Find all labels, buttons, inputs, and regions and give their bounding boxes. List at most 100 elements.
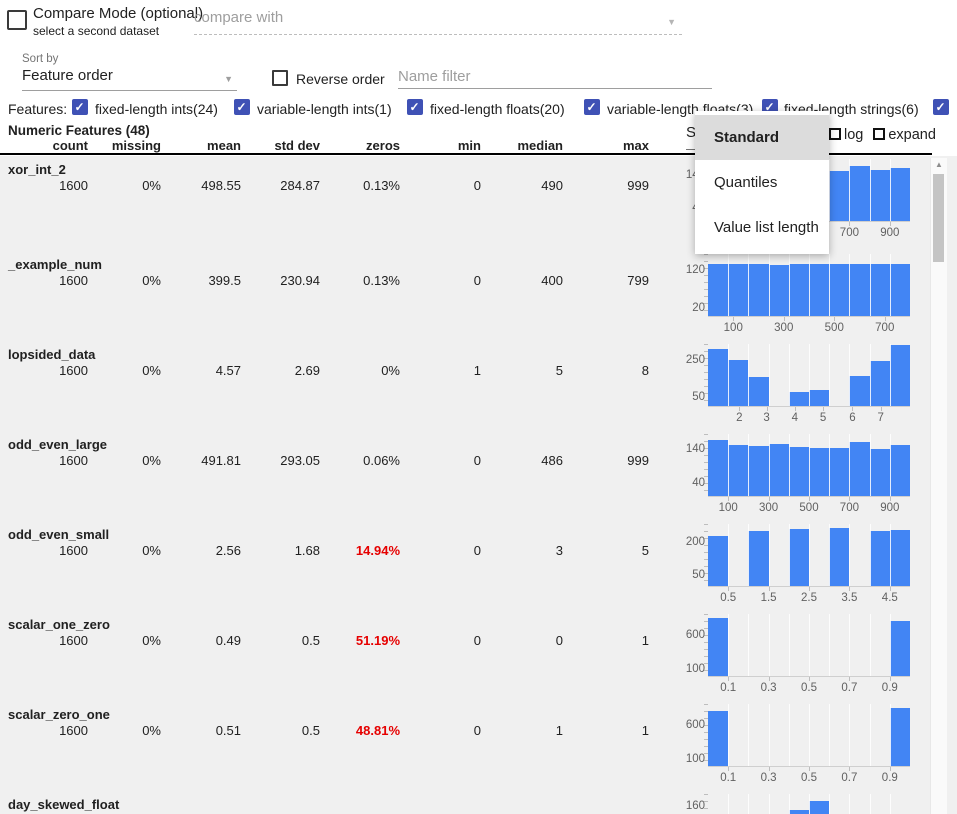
gridline xyxy=(788,794,790,814)
x-tick-label: 0.7 xyxy=(841,772,858,784)
x-tick-mark xyxy=(768,587,770,591)
histogram-bar xyxy=(869,360,890,406)
table-row: scalar_zero_one 1600 0% 0.51 0.5 48.81% 0 1 1 600… xyxy=(0,702,930,792)
menu-item[interactable]: Quantiles xyxy=(714,174,778,191)
feature-histogram: 600 100 0.1 0.3 0.5 0.7 0.9 xyxy=(686,703,928,793)
x-tick-mark xyxy=(783,317,785,321)
plot-area xyxy=(708,704,910,767)
histogram-bar xyxy=(889,529,910,586)
stat-min: 0 xyxy=(473,453,481,468)
gridline xyxy=(849,614,851,676)
x-tick-label: 3.5 xyxy=(841,592,858,604)
stat-missing: 0% xyxy=(142,273,161,288)
x-tick-mark xyxy=(852,407,854,411)
reverse-order-label: Reverse order xyxy=(296,71,385,87)
gridline xyxy=(829,614,831,676)
gridline xyxy=(768,704,770,766)
scrollbar-track[interactable]: ▲ xyxy=(930,158,947,814)
feature-name: lopsided_data xyxy=(8,347,96,362)
feature-type-checkbox[interactable] xyxy=(584,99,600,115)
y-tick-label: 160 xyxy=(685,800,705,813)
gridline xyxy=(788,434,790,496)
histogram-bar xyxy=(748,446,769,496)
x-tick-label: 0.5 xyxy=(801,682,817,694)
gridline xyxy=(849,524,851,586)
x-tick-mark xyxy=(889,677,891,681)
stat-zeros: 0.06% xyxy=(363,453,400,468)
scrollbar-thumb[interactable] xyxy=(933,174,944,262)
histogram-bar xyxy=(849,376,870,406)
x-tick-label: 0.9 xyxy=(881,772,898,784)
feature-type-checkbox[interactable] xyxy=(72,99,88,115)
compare-mode-checkbox[interactable] xyxy=(7,10,27,30)
column-header: max xyxy=(622,138,649,153)
stat-max: 799 xyxy=(627,273,649,288)
gridline xyxy=(849,434,851,496)
name-filter-input[interactable] xyxy=(398,64,712,89)
histogram-bar xyxy=(809,389,830,406)
expand-checkbox[interactable] xyxy=(873,128,886,140)
histogram-bar xyxy=(829,171,850,221)
x-tick-label: 2.5 xyxy=(801,592,817,604)
sort-order-select[interactable]: Feature order ▼ xyxy=(22,67,237,91)
compare-with-select[interactable]: compare with ▼ xyxy=(194,9,682,35)
x-tick-label: 100 xyxy=(718,502,738,514)
x-tick-mark xyxy=(809,587,810,591)
x-tick-mark xyxy=(884,317,886,321)
scroll-up-icon[interactable]: ▲ xyxy=(935,160,943,169)
stat-median: 486 xyxy=(541,453,563,468)
stat-std_dev: 284.87 xyxy=(280,178,320,193)
gridline xyxy=(849,159,851,221)
stats-row: 1600 0% 4.57 2.69 0% 1 5 8 xyxy=(0,363,649,378)
gridline xyxy=(889,434,891,496)
reverse-order-checkbox[interactable] xyxy=(272,70,288,86)
y-axis-ticks xyxy=(704,344,708,406)
histogram-bar xyxy=(829,264,850,316)
y-tick-label: 20 xyxy=(692,302,705,315)
gridline xyxy=(748,524,750,586)
stat-missing: 0% xyxy=(142,543,161,558)
stat-min: 0 xyxy=(473,633,481,648)
x-tick-mark xyxy=(766,407,768,411)
histogram-bar xyxy=(869,449,890,496)
x-tick-mark xyxy=(849,677,851,681)
log-checkbox[interactable] xyxy=(829,128,841,140)
stats-row: 1600 0% 2.56 1.68 14.94% 0 3 5 xyxy=(0,543,649,558)
gridline xyxy=(788,704,790,766)
column-headers: count missing mean std dev zeros min median max xyxy=(0,138,649,153)
menu-item[interactable]: Standard xyxy=(695,115,829,160)
stat-min: 0 xyxy=(473,723,481,738)
feature-name: scalar_zero_one xyxy=(8,707,110,722)
y-tick-label: 50 xyxy=(692,569,705,582)
stat-mean: 4.57 xyxy=(215,363,241,378)
x-tick-label: 100 xyxy=(723,322,743,334)
feature-type-label: variable-length ints(1) xyxy=(257,101,392,117)
column-header: missing xyxy=(111,138,161,153)
histogram-bar xyxy=(889,264,910,316)
feature-type-checkbox[interactable] xyxy=(407,99,423,115)
chart-mode-menu: Standard Quantiles Value list length xyxy=(695,111,829,254)
compare-mode-sublabel: select a second dataset xyxy=(33,24,160,38)
column-header: count xyxy=(52,138,88,153)
x-tick-label: 0.5 xyxy=(801,772,817,784)
menu-item[interactable]: Value list length xyxy=(714,219,819,236)
gridline xyxy=(728,254,730,316)
x-tick-label: 0.3 xyxy=(760,682,777,694)
x-tick-mark xyxy=(880,407,882,411)
gridline xyxy=(849,254,851,316)
feature-histogram: 200 50 0.5 1.5 2.5 3.5 4.5 xyxy=(686,523,928,613)
feature-type-checkbox[interactable] xyxy=(234,99,250,115)
x-tick-label: 700 xyxy=(839,227,859,239)
feature-type-checkbox[interactable] xyxy=(933,99,949,115)
x-tick-label: 0.5 xyxy=(720,592,737,604)
feature-name: odd_even_large xyxy=(8,437,107,452)
gridline xyxy=(889,524,891,586)
gridline xyxy=(748,344,750,406)
stat-median: 3 xyxy=(555,543,563,558)
x-tick-label: 0.3 xyxy=(760,772,777,784)
gridline xyxy=(889,159,891,221)
gridline xyxy=(788,344,790,406)
x-tick-label: 4 xyxy=(791,412,799,424)
x-tick-label: 500 xyxy=(799,502,819,514)
